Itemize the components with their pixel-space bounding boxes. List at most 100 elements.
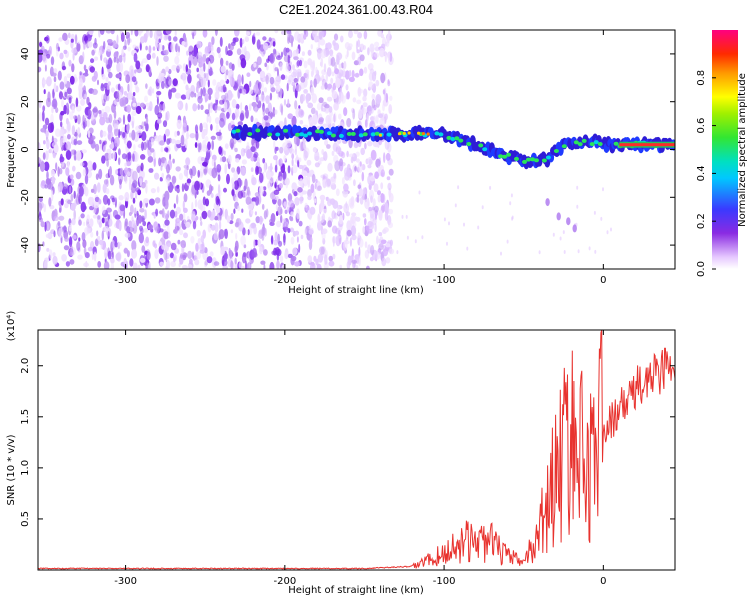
noise-speck	[65, 150, 72, 160]
noise-speck	[132, 44, 137, 49]
noise-speck	[277, 198, 282, 207]
noise-speck	[81, 149, 87, 154]
noise-speck	[256, 166, 262, 174]
noise-speck	[144, 209, 147, 220]
signal-band	[548, 152, 555, 163]
noise-speck	[300, 37, 305, 44]
noise-speck	[117, 83, 121, 91]
noise-speck	[308, 224, 311, 230]
noise-speck	[83, 64, 86, 71]
noise-speck	[246, 186, 250, 196]
noise-speck	[129, 81, 133, 92]
noise-speck	[325, 49, 330, 56]
noise-speck	[70, 193, 74, 202]
noise-speck	[197, 237, 201, 247]
noise-speck	[344, 42, 350, 50]
noise-speck	[255, 216, 261, 224]
snr-x-tick-label: -100	[433, 576, 456, 587]
noise-speck	[73, 150, 77, 161]
noise-speck	[382, 203, 386, 212]
noise-speck	[178, 45, 180, 53]
noise-speck	[90, 196, 95, 206]
noise-speck	[364, 142, 367, 150]
noise-speck	[113, 56, 117, 63]
noise-speck	[147, 139, 152, 151]
noise-speck	[203, 168, 208, 174]
noise-speck	[125, 200, 128, 209]
noise-speck	[364, 241, 368, 249]
noise-speck	[283, 99, 287, 106]
noise-speck	[96, 214, 102, 225]
signal-blob	[545, 155, 551, 160]
colorbar-ticks: 0.0 0.2 0.4 0.6 0.8	[696, 70, 716, 277]
noise-speck	[231, 177, 235, 185]
noise-speck	[454, 203, 457, 208]
noise-speck	[144, 250, 148, 255]
noise-speck	[89, 66, 96, 73]
noise-speck	[173, 36, 178, 42]
noise-speck	[315, 258, 319, 266]
spectrogram-x-tick-label: 0	[600, 275, 606, 286]
noise-speck	[67, 134, 71, 140]
noise-speck	[215, 195, 220, 206]
noise-speck	[50, 113, 54, 124]
noise-speck	[77, 114, 81, 125]
noise-speck	[67, 160, 70, 169]
noise-speck	[327, 162, 333, 172]
noise-speck	[363, 66, 368, 74]
noise-speck	[341, 177, 345, 185]
noise-speck	[184, 138, 188, 149]
noise-speck	[256, 56, 262, 66]
noise-speck	[130, 204, 134, 215]
noise-speck	[324, 139, 329, 146]
noise-speck	[180, 94, 187, 100]
noise-speck	[139, 257, 146, 263]
noise-speck	[204, 198, 210, 207]
noise-speck	[124, 232, 131, 238]
branch-speck	[566, 217, 571, 226]
noise-speck	[58, 227, 63, 239]
noise-speck	[55, 162, 58, 171]
noise-speck	[61, 65, 67, 71]
noise-speck	[247, 229, 250, 236]
noise-speck	[84, 186, 89, 197]
noise-speck	[99, 116, 106, 126]
noise-speck	[44, 117, 50, 126]
noise-speck	[291, 158, 294, 167]
noise-speck	[372, 198, 376, 208]
noise-speck	[76, 42, 81, 52]
noise-speck	[105, 30, 112, 34]
noise-speck	[185, 221, 191, 228]
noise-speck	[143, 198, 149, 204]
noise-speck	[202, 161, 208, 167]
noise-speck	[205, 72, 209, 82]
noise-speck	[220, 65, 226, 73]
noise-speck	[275, 75, 282, 83]
noise-speck	[208, 61, 211, 70]
noise-speck	[182, 265, 188, 269]
noise-speck	[80, 98, 86, 106]
noise-speck	[280, 51, 284, 58]
noise-speck	[152, 88, 155, 94]
noise-speck	[43, 140, 46, 145]
noise-speck	[81, 232, 86, 242]
noise-speck	[164, 243, 170, 252]
noise-speck	[204, 97, 207, 103]
noise-speck	[53, 215, 59, 222]
noise-speck	[87, 160, 93, 171]
noise-speck	[107, 250, 112, 260]
noise-speck	[231, 99, 237, 109]
noise-speck	[176, 119, 182, 130]
noise-speck	[124, 162, 127, 167]
noise-speck	[230, 260, 234, 269]
noise-speck	[145, 64, 150, 73]
noise-speck	[63, 75, 68, 85]
noise-speck	[200, 235, 205, 244]
noise-speck	[198, 168, 204, 179]
noise-speck	[121, 153, 127, 160]
noise-speck	[288, 199, 294, 208]
noise-speck	[168, 89, 172, 100]
noise-speck	[53, 208, 58, 218]
noise-speck	[202, 139, 207, 149]
noise-speck	[278, 158, 283, 167]
